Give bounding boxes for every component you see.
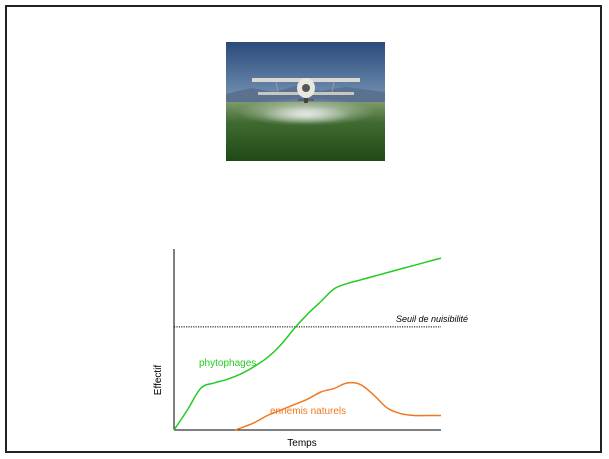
x-axis-label: Temps [287,438,316,449]
series-label-ennemis-naturels: ennemis naturels [270,406,346,417]
threshold-label: Seuil de nuisibilité [396,314,468,324]
series-line-phytophages [173,257,442,431]
crop-duster-photo [226,42,385,161]
series-line-ennemis-naturels [235,381,442,431]
y-axis-label: Effectif [153,365,164,396]
series-label-phytophages: phytophages [199,358,256,369]
